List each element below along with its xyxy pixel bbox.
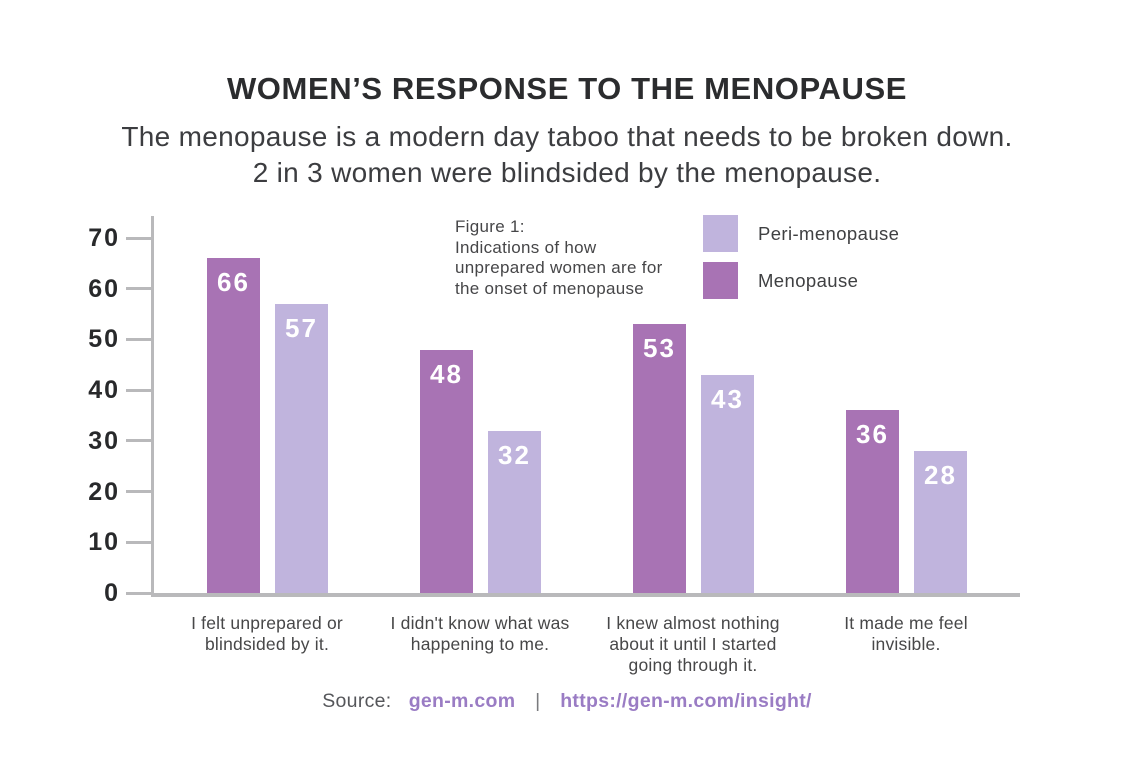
y-tick-label: 0 bbox=[104, 579, 120, 607]
peri-menopause-bar-3: 43 bbox=[701, 374, 754, 593]
y-tick-mark bbox=[126, 439, 153, 443]
subtitle-line-2: 2 in 3 women were blindsided by the meno… bbox=[252, 157, 882, 188]
y-tick-mark bbox=[126, 490, 153, 494]
figure-note-line-4: the onset of menopause bbox=[455, 278, 645, 298]
peri-menopause-bar-4: 28 bbox=[914, 451, 967, 593]
menopause-bar-1: 66 bbox=[207, 258, 260, 593]
bar-value-label: 36 bbox=[856, 419, 889, 450]
bar-value-label: 32 bbox=[498, 439, 531, 470]
page-subtitle: The menopause is a modern day taboo that… bbox=[0, 119, 1134, 191]
y-tick-label: 60 bbox=[88, 274, 120, 303]
legend-label-peri-menopause: Peri-menopause bbox=[758, 222, 900, 244]
bar-value-label: 53 bbox=[643, 333, 676, 364]
y-tick-mark bbox=[126, 388, 153, 392]
bar-value-label: 43 bbox=[711, 383, 744, 414]
bar-value-label: 57 bbox=[285, 312, 318, 343]
bar-value-label: 48 bbox=[430, 358, 463, 389]
category-label-4: It made me feel invisible. bbox=[844, 613, 968, 654]
y-tick-label: 20 bbox=[88, 477, 120, 506]
menopause-bar-3: 53 bbox=[633, 324, 686, 593]
y-tick-mark bbox=[126, 540, 153, 544]
y-tick-label: 70 bbox=[88, 224, 120, 252]
legend-label-menopause: Menopause bbox=[758, 269, 859, 291]
legend-item-menopause: Menopause bbox=[703, 262, 899, 299]
bar-value-label: 66 bbox=[217, 267, 250, 298]
y-tick-mark bbox=[126, 337, 153, 341]
figure-note-line-2: Indications of how bbox=[455, 237, 597, 257]
y-tick-label: 10 bbox=[88, 528, 120, 557]
subtitle-line-1: The menopause is a modern day taboo that… bbox=[121, 121, 1013, 152]
page-title: WOMEN’S RESPONSE TO THE MENOPAUSE bbox=[226, 71, 908, 106]
menopause-swatch bbox=[703, 262, 738, 299]
y-tick-mark bbox=[126, 287, 153, 291]
y-tick-mark bbox=[126, 591, 153, 595]
legend: Peri-menopause Menopause bbox=[703, 215, 899, 309]
menopause-bar-2: 48 bbox=[420, 349, 473, 593]
y-tick-label: 40 bbox=[88, 376, 120, 405]
figure-note-line-3: unprepared women are for bbox=[455, 258, 663, 277]
peri-menopause-bar-1: 57 bbox=[275, 303, 328, 593]
bar-value-label: 28 bbox=[924, 460, 957, 490]
category-label-2: I didn't know what was happening to me. bbox=[390, 613, 570, 654]
figure-note: Figure 1: Indications of how unprepared … bbox=[455, 217, 663, 299]
peri-menopause-bar-2: 32 bbox=[488, 430, 541, 593]
legend-item-peri-menopause: Peri-menopause bbox=[703, 215, 899, 252]
source-link-insight[interactable]: https://gen-m.com/insight/ bbox=[560, 690, 812, 712]
source-link-gen-m[interactable]: gen-m.com bbox=[408, 690, 516, 712]
y-axis-line bbox=[151, 216, 154, 595]
category-label-1: I felt unprepared or blindsided by it. bbox=[191, 613, 343, 654]
source-prefix: Source: bbox=[322, 690, 392, 712]
source-line: Source: gen-m.com | https://gen-m.com/in… bbox=[0, 690, 1134, 713]
menopause-bar-4: 36 bbox=[846, 410, 899, 593]
y-tick-label: 30 bbox=[88, 426, 120, 455]
source-separator: | bbox=[535, 690, 541, 712]
peri-menopause-swatch bbox=[703, 215, 738, 252]
figure-note-line-1: Figure 1: bbox=[455, 217, 525, 236]
y-tick-label: 50 bbox=[88, 325, 120, 354]
y-tick-mark bbox=[126, 236, 153, 240]
category-label-3: I knew almost nothing about it until I s… bbox=[606, 613, 780, 675]
x-axis-baseline bbox=[151, 593, 1020, 597]
